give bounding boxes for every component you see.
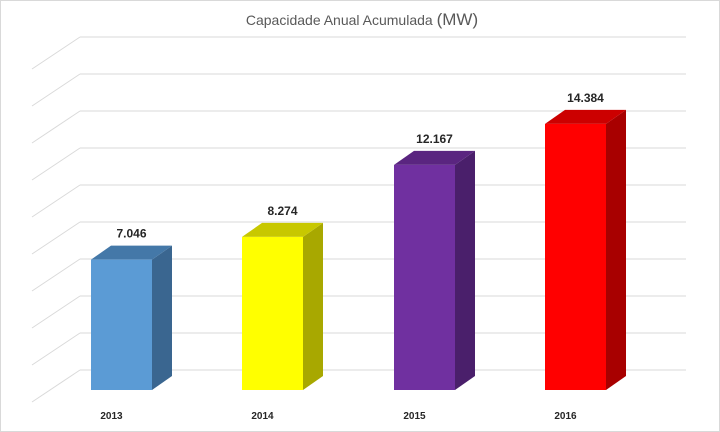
bars <box>91 109 626 391</box>
bar-top <box>91 245 172 260</box>
bar-2013 <box>91 245 172 390</box>
category-label: 2015 <box>403 411 426 422</box>
gridline-slant <box>31 73 81 107</box>
bar-front <box>394 164 455 390</box>
bar-side <box>152 245 172 390</box>
bar-2014 <box>242 222 323 390</box>
bar-top <box>394 150 475 165</box>
chart-title: Capacidade Anual Acumulada (MW) <box>246 10 478 29</box>
gridline-slant <box>31 221 81 255</box>
gridline-slant <box>31 36 81 70</box>
bar-side <box>455 150 475 390</box>
gridline-slant <box>31 110 81 144</box>
bar-top <box>242 222 323 237</box>
category-labels: 2013 2014 2015 2016 <box>100 411 577 422</box>
gridline-slant <box>31 184 81 218</box>
gridline-slant <box>31 369 81 403</box>
bar-front <box>242 236 303 390</box>
bar-2015 <box>394 150 475 390</box>
value-labels: 7.046 8.274 12.167 14.384 <box>116 91 604 241</box>
category-label: 2013 <box>100 411 123 422</box>
value-label: 7.046 <box>116 227 146 241</box>
bar-side <box>303 222 323 390</box>
gridline-slant <box>31 258 81 292</box>
value-label: 8.274 <box>267 204 297 218</box>
gridline-slant <box>31 332 81 366</box>
value-label: 12.167 <box>416 132 453 146</box>
category-label: 2016 <box>554 411 577 422</box>
bar-front <box>91 259 152 390</box>
bar-top <box>545 109 626 124</box>
category-label: 2014 <box>251 411 274 422</box>
gridline-slant <box>31 147 81 181</box>
bar-front <box>545 123 606 391</box>
bar-side <box>606 109 626 391</box>
gridline-slant <box>31 295 81 329</box>
value-label: 14.384 <box>567 91 604 105</box>
bar-2016 <box>545 109 626 391</box>
